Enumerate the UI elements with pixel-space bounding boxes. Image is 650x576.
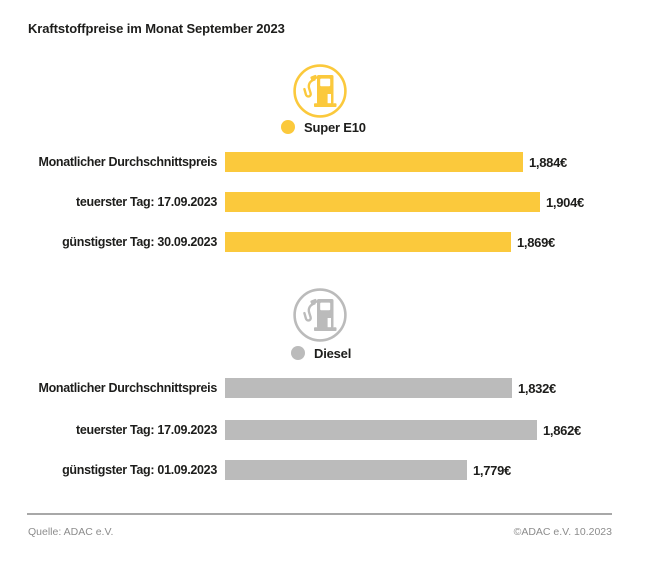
- bar-diesel-min-day: [225, 460, 467, 480]
- row-label: Monatlicher Durchschnittspreis: [38, 155, 217, 169]
- footer-divider: [27, 513, 612, 515]
- bar-diesel-max-day: [225, 420, 537, 440]
- bar-super-min-day: [225, 232, 511, 252]
- legend-label: Super E10: [304, 119, 366, 135]
- legend-super-e10: Super E10: [281, 119, 366, 135]
- chart-title: Kraftstoffpreise im Monat September 2023: [28, 21, 285, 36]
- bar-value: 1,779€: [473, 462, 511, 478]
- fuel-pump-icon: [292, 287, 348, 343]
- row-label: Monatlicher Durchschnittspreis: [38, 381, 217, 395]
- bar-value: 1,869€: [517, 234, 555, 250]
- bar-value: 1,904€: [546, 194, 584, 210]
- bar-row-diesel-min-day: günstigster Tag: 01.09.2023 1,779€: [0, 460, 650, 480]
- bar-value: 1,862€: [543, 422, 581, 438]
- bar-row-super-max-day: teuerster Tag: 17.09.2023 1,904€: [0, 192, 650, 212]
- copyright-text: ©ADAC e.V. 10.2023: [513, 526, 612, 538]
- row-label: günstigster Tag: 30.09.2023: [62, 235, 217, 249]
- legend-diesel: Diesel: [291, 345, 351, 361]
- source-text: Quelle: ADAC e.V.: [28, 526, 114, 538]
- bar-super-max-day: [225, 192, 540, 212]
- legend-dot: [291, 346, 305, 360]
- bar-row-super-average: Monatlicher Durchschnittspreis 1,884€: [0, 152, 650, 172]
- bar-row-diesel-max-day: teuerster Tag: 17.09.2023 1,862€: [0, 420, 650, 440]
- fuel-pump-icon: [292, 63, 348, 119]
- row-label: günstigster Tag: 01.09.2023: [62, 463, 217, 477]
- bar-super-average: [225, 152, 523, 172]
- legend-label: Diesel: [314, 345, 352, 361]
- bar-row-super-min-day: günstigster Tag: 30.09.2023 1,869€: [0, 232, 650, 252]
- bar-value: 1,884€: [529, 154, 567, 170]
- bar-diesel-average: [225, 378, 512, 398]
- bar-value: 1,832€: [518, 380, 556, 396]
- row-label: teuerster Tag: 17.09.2023: [76, 423, 217, 437]
- bar-row-diesel-average: Monatlicher Durchschnittspreis 1,832€: [0, 378, 650, 398]
- row-label: teuerster Tag: 17.09.2023: [76, 195, 217, 209]
- legend-dot: [281, 120, 295, 134]
